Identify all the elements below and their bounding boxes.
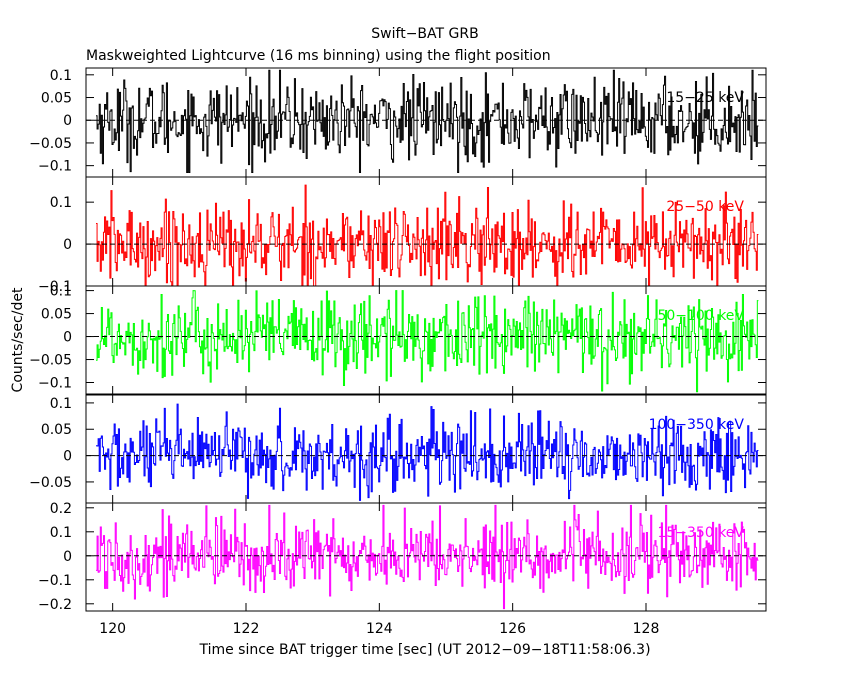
y-axis-label: Counts/sec/det (10, 287, 26, 392)
panel-frame (85, 285, 767, 395)
x-tick-label: 122 (233, 621, 260, 637)
y-tick-label: 0.05 (41, 307, 72, 323)
chart-subtitle: Maskweighted Lightcurve (16 ms binning) … (86, 48, 551, 64)
x-tick-labels: 120 122 124 126 128 (99, 621, 659, 637)
y-tick-label: 0.1 (50, 68, 72, 84)
y-tick-label: 0.05 (41, 422, 72, 438)
panel-3: 0.1 0.05 0 −0.05 −0.1 50−100 keV (29, 284, 767, 395)
series-trace-3 (96, 290, 759, 393)
panels-layer: 0.1 0.05 0 −0.05 −0.1 15−25 keV 0.1 0 −0.1 25−50 … (29, 67, 767, 613)
y-tick-label: 0.1 (50, 284, 72, 300)
chart-title: Swift−BAT GRB (371, 26, 478, 42)
x-tick-label: 126 (499, 621, 526, 637)
y-tick-label: −0.2 (38, 597, 72, 613)
panel-frame (85, 502, 767, 612)
y-tick-label: −0.1 (38, 376, 72, 392)
y-tick-label: −0.05 (29, 475, 72, 491)
series-trace-5 (96, 504, 759, 610)
y-tick-label: 0.1 (50, 396, 72, 412)
y-tick-label: 0 (63, 330, 72, 346)
y-tick-label: 0.05 (41, 91, 72, 107)
series-trace-4 (96, 403, 759, 501)
band-label-2: 25−50 keV (666, 199, 744, 215)
y-tick-label: 0.1 (50, 525, 72, 541)
y-tick-label: 0.2 (50, 501, 72, 517)
panel-1: 0.1 0.05 0 −0.05 −0.1 15−25 keV (29, 67, 767, 178)
series-trace-1 (96, 69, 759, 173)
x-tick-label: 128 (633, 621, 660, 637)
band-label-5: 15−350 keV (657, 525, 744, 541)
y-tick-label: 0 (63, 113, 72, 129)
panel-5: 0.2 0.1 0 −0.1 −0.2 15−350 keV (38, 501, 767, 613)
y-tick-label: −0.05 (29, 353, 72, 369)
panel-2: 0.1 0 −0.1 25−50 keV (38, 176, 767, 295)
y-tick-label: 0 (63, 449, 72, 465)
band-label-1: 15−25 keV (666, 90, 744, 106)
y-tick-label: −0.1 (38, 573, 72, 589)
series-trace-2 (96, 184, 759, 286)
y-tick-label: −0.1 (38, 159, 72, 175)
y-tick-label: −0.05 (29, 136, 72, 152)
y-tick-label: −0.1 (38, 279, 72, 295)
y-tick-label: 0 (63, 549, 72, 565)
x-tick-label: 120 (99, 621, 126, 637)
x-axis-label: Time since BAT trigger time [sec] (UT 20… (198, 642, 650, 658)
y-tick-label: 0.1 (50, 195, 72, 211)
x-tick-label: 124 (366, 621, 393, 637)
band-label-3: 50−100 keV (657, 308, 744, 324)
band-label-4: 100−350 keV (649, 417, 745, 433)
y-tick-label: 0 (63, 237, 72, 253)
